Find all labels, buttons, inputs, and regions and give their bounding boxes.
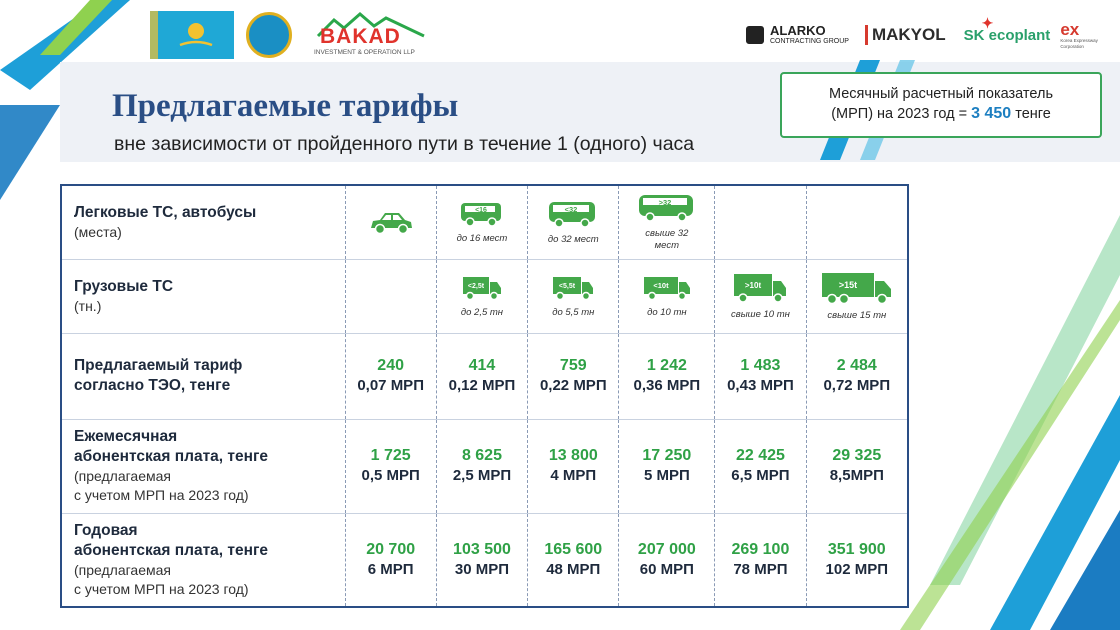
cell-empty [714, 184, 807, 259]
row-label: Годовая абонентская плата, тенге (предла… [61, 512, 345, 607]
caption-bus-32: до 32 мест [547, 234, 599, 246]
cell-truck-2-5: <2,5t до 2,5 тн [435, 258, 528, 333]
row-label-trucks: Грузовые ТС (тн.) [61, 258, 345, 333]
truck-icon: <2,5t [462, 277, 501, 301]
table-row-annual: Годовая абонентская плата, тенге (предла… [61, 512, 908, 607]
svg-text:>15t: >15t [839, 280, 857, 290]
caption-truck-over-15: свыше 15 тн [827, 310, 887, 321]
mrp-line-1: Месячный расчетный показатель [828, 86, 1054, 102]
bakad-title: BAKAD [320, 25, 401, 48]
table-row-passenger: Легковые ТС, автобусы (места) <16 до 16 … [61, 184, 908, 259]
truck-icon: >10t [734, 274, 787, 303]
value-cell: 20 700 6 МРП [344, 512, 437, 607]
makyol-logo: MAKYOL [864, 25, 946, 45]
bakad-logo: BAKAD INVESTMENT & OPERATION LLP [312, 8, 432, 62]
cell-truck-10: <10t до 10 тн [618, 258, 715, 333]
value-cell: 8 625 2,5 МРП [435, 418, 528, 513]
alarko-mark-icon [746, 26, 764, 44]
svg-text:>32: >32 [658, 198, 671, 207]
car-icon [370, 213, 412, 235]
value-cell: 414 0,12 МРП [435, 332, 528, 419]
mrp-line-2: (МРП) на 2023 год = 3 450 тенге [831, 105, 1051, 122]
cell-empty [805, 184, 908, 259]
kazakhstan-flag-icon [150, 11, 234, 59]
cell-truck-over-10: >10t свыше 10 тн [714, 258, 807, 333]
cell-bus-32: <32 до 32 мест [527, 184, 619, 259]
value-cell: 2 484 0,72 МРП [805, 332, 908, 419]
value-cell: 103 500 30 МРП [435, 512, 528, 607]
truck-icon: <5,5t [553, 277, 594, 301]
table-row-tariff: Предлагаемый тариф согласно ТЭО, тенге 2… [61, 332, 908, 419]
caption-bus-16: до 16 мест [456, 233, 508, 245]
svg-text:<16: <16 [475, 207, 487, 214]
cell-empty [344, 258, 437, 333]
value-cell: 240 0,07 МРП [344, 332, 437, 419]
caption-truck-2-5: до 2,5 тн [460, 307, 504, 318]
svg-text:<2,5t: <2,5t [468, 283, 485, 290]
cell-car [344, 184, 437, 259]
value-cell: 13 800 4 МРП [527, 418, 619, 513]
value-cell: 22 425 6,5 МРП [714, 418, 807, 513]
page-title: Предлагаемые тарифы [112, 88, 459, 124]
value-cell: 351 900 102 МРП [805, 512, 908, 607]
truck-icon: >15t [821, 273, 891, 305]
value-cell: 165 600 48 МРП [527, 512, 619, 607]
svg-text:<5,5t: <5,5t [559, 283, 576, 290]
bus-icon: <32 [549, 202, 596, 228]
sk-ecoplant-logo: ✦ SK ecoplant [963, 14, 1051, 44]
state-emblem-icon [246, 12, 292, 58]
bus-icon: <16 [460, 203, 501, 227]
logo-group-left: BAKAD INVESTMENT & OPERATION LLP [150, 8, 432, 62]
caption-truck-5-5: до 5,5 тн [552, 307, 595, 318]
row-label: Ежемесячная абонентская плата, тенге (пр… [61, 418, 345, 513]
value-cell: 17 250 5 МРП [618, 418, 715, 513]
bakad-subtitle: INVESTMENT & OPERATION LLP [314, 49, 415, 56]
svg-text:<32: <32 [565, 205, 578, 214]
svg-text:>10t: >10t [745, 281, 762, 290]
cell-bus-16: <16 до 16 мест [435, 184, 528, 259]
mrp-value: 3 450 [971, 105, 1012, 122]
truck-icon: <10t [643, 277, 690, 301]
table-row-trucks: Грузовые ТС (тн.) <2,5t до 2,5 тн <5,5t … [61, 258, 908, 333]
value-cell: 29 325 8,5МРП [805, 418, 908, 513]
row-label-passenger: Легковые ТС, автобусы (места) [61, 184, 345, 259]
value-cell: 1 242 0,36 МРП [618, 332, 715, 419]
caption-truck-10: до 10 тн [647, 307, 687, 318]
caption-truck-over-10: свыше 10 тн [730, 309, 790, 320]
sk-butterfly-icon: ✦ [981, 14, 994, 31]
value-cell: 1 483 0,43 МРП [714, 332, 807, 419]
cell-bus-over-32: >32 свыше 32 мест [618, 184, 715, 259]
value-cell: 207 000 60 МРП [618, 512, 715, 607]
cell-truck-5-5: <5,5t до 5,5 тн [527, 258, 619, 333]
mrp-info-box: Месячный расчетный показатель (МРП) на 2… [780, 72, 1102, 138]
ex-logo: EX Korea Expressway Corporation [1060, 19, 1098, 49]
value-cell: 759 0,22 МРП [527, 332, 619, 419]
value-cell: 1 725 0,5 МРП [344, 418, 437, 513]
caption-bus-over-32: свыше 32 мест [645, 228, 689, 252]
page-subtitle: вне зависимости от пройденного пути в те… [114, 133, 695, 155]
value-cell: 269 100 78 МРП [714, 512, 807, 607]
tariff-table: Легковые ТС, автобусы (места) <16 до 16 … [60, 184, 909, 608]
partner-logos: ALARKO CONTRACTING GROUP MAKYOL ✦ SK eco… [746, 8, 1104, 62]
bus-icon: >32 [638, 195, 693, 222]
row-label: Предлагаемый тариф согласно ТЭО, тенге [61, 332, 345, 419]
cell-truck-over-15: >15t свыше 15 тн [805, 258, 908, 333]
table-row-monthly: Ежемесячная абонентская плата, тенге (пр… [61, 418, 908, 513]
alarko-logo: ALARKO CONTRACTING GROUP [746, 24, 849, 46]
svg-text:<10t: <10t [653, 281, 669, 290]
